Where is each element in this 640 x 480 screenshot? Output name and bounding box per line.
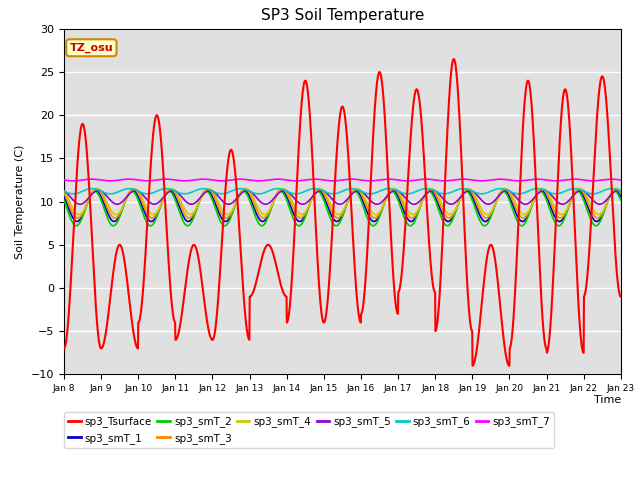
Legend: sp3_Tsurface, sp3_smT_1, sp3_smT_2, sp3_smT_3, sp3_smT_4, sp3_smT_5, sp3_smT_6, : sp3_Tsurface, sp3_smT_1, sp3_smT_2, sp3_… — [64, 412, 554, 448]
Text: Time: Time — [593, 395, 621, 405]
Y-axis label: Soil Temperature (C): Soil Temperature (C) — [15, 144, 26, 259]
Title: SP3 Soil Temperature: SP3 Soil Temperature — [260, 9, 424, 24]
Text: TZ_osu: TZ_osu — [70, 43, 113, 53]
